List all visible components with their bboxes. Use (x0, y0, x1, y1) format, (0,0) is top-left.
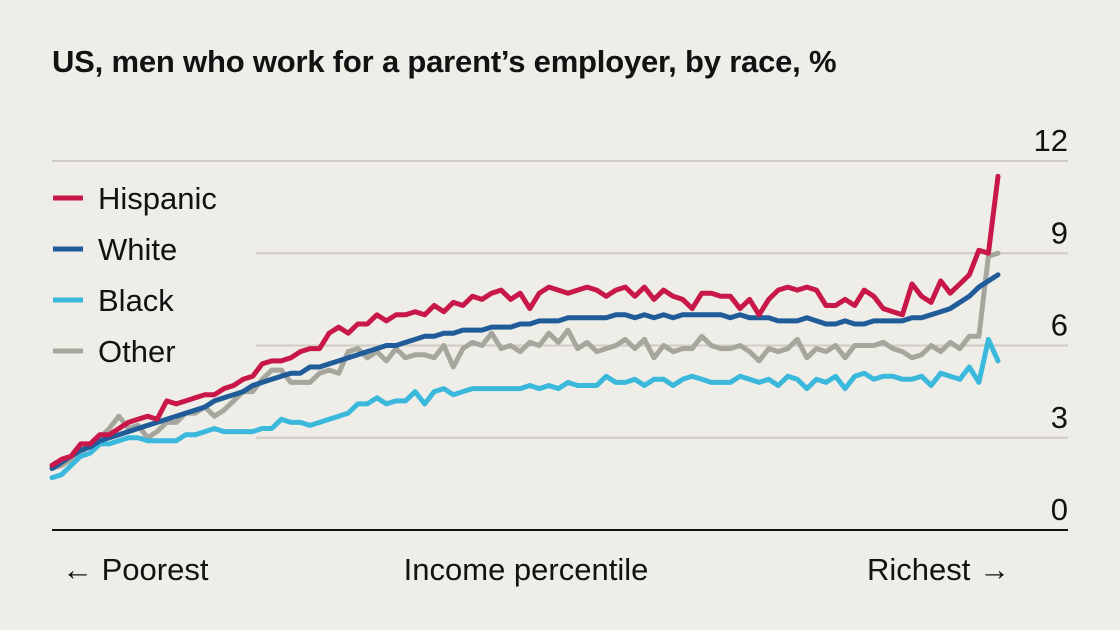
series-line-white (49, 272, 1001, 471)
series-line-hispanic (49, 173, 1001, 468)
y-tick-label: 9 (1051, 215, 1068, 250)
x-caption-left: ← Poorest (62, 552, 209, 587)
gridlines (52, 160, 1068, 531)
legend-label-black: Black (98, 283, 174, 318)
series-line-other (49, 250, 1001, 471)
legend-label-other: Other (98, 334, 176, 369)
y-tick-label: 3 (1051, 400, 1068, 435)
chart-title: US, men who work for a parent’s employer… (52, 44, 837, 79)
legend-label-hispanic: Hispanic (98, 181, 217, 216)
y-tick-label: 12 (1034, 123, 1068, 158)
y-axis-ticks: 0 3 6 9 12 (1034, 123, 1068, 527)
y-tick-label: 0 (1051, 492, 1068, 527)
legend: Hispanic White Black Other (53, 181, 217, 369)
x-axis-label: Income percentile (404, 552, 649, 587)
legend-label-white: White (98, 232, 177, 267)
series-lines (49, 173, 1001, 481)
y-tick-label: 6 (1051, 308, 1068, 343)
x-axis-captions: ← Poorest Income percentile Richest → (62, 552, 1010, 587)
x-caption-right: Richest → (867, 552, 1010, 587)
series-line-black (49, 336, 1001, 481)
